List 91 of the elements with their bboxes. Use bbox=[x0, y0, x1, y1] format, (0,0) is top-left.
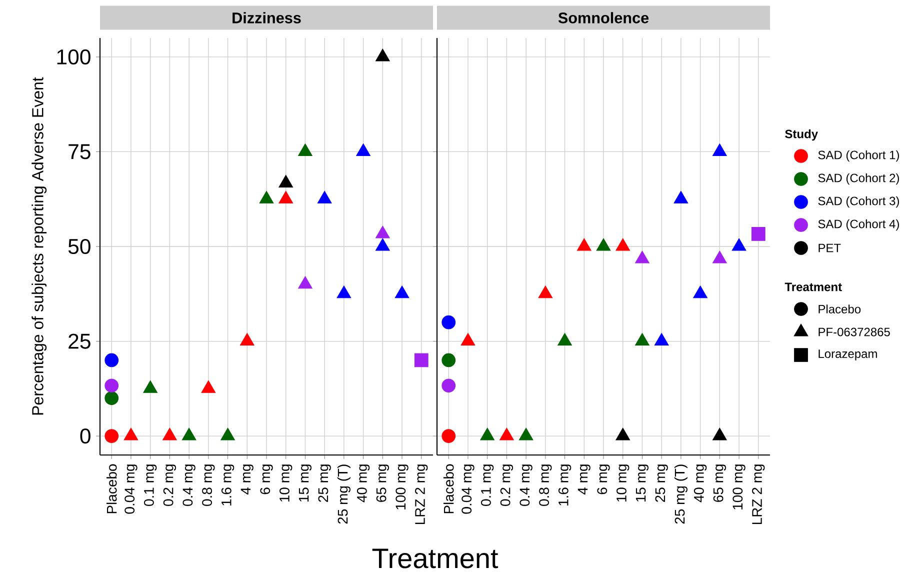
point bbox=[732, 238, 746, 251]
x-tick-label: 100 mg bbox=[732, 464, 746, 510]
point bbox=[616, 428, 630, 440]
x-tick-label: 25 mg bbox=[318, 464, 331, 502]
point bbox=[278, 174, 294, 188]
point bbox=[712, 428, 727, 440]
point bbox=[576, 238, 592, 251]
x-tick-label: 0.4 mg bbox=[182, 464, 196, 506]
x-tick-label: 0.4 mg bbox=[520, 464, 532, 506]
x-tick-label: 100 mg bbox=[396, 464, 408, 510]
x-tick-label: 15 mg bbox=[298, 464, 312, 502]
x-tick-label: 10 mg bbox=[280, 464, 292, 502]
point bbox=[375, 238, 390, 251]
point bbox=[596, 238, 611, 251]
x-tick-label: 1.6 mg bbox=[558, 464, 572, 506]
y-axis-title: Percentage of subjects reporting Adverse Event bbox=[32, 77, 47, 415]
chart-title: Somnolence bbox=[558, 12, 649, 24]
legend-label: SAD (Cohort 1) bbox=[818, 150, 899, 162]
x-tick-label: Placebo bbox=[106, 464, 117, 514]
point bbox=[635, 333, 650, 346]
point bbox=[712, 143, 727, 156]
x-tick-label: 6 mg bbox=[597, 464, 610, 494]
x-tick-label: 0.8 mg bbox=[539, 464, 552, 506]
y-tick-label: 25 bbox=[68, 334, 90, 349]
legend-label: SAD (Cohort 2) bbox=[818, 173, 899, 185]
x-tick-label: 65 mg bbox=[713, 464, 726, 502]
x-tick-label: 25 mg (T) bbox=[337, 464, 350, 524]
category-label: Placebo bbox=[818, 304, 861, 314]
point bbox=[616, 238, 630, 251]
x-tick-label: 0.2 mg bbox=[163, 464, 176, 506]
point bbox=[375, 48, 390, 62]
point bbox=[336, 286, 352, 298]
x-tick-label: 25 mg bbox=[655, 464, 668, 502]
point bbox=[538, 286, 553, 298]
x-tick-label: 25 mg (T) bbox=[674, 464, 688, 524]
point bbox=[298, 276, 312, 289]
legend-title: Treatment bbox=[784, 282, 842, 292]
x-tick-label: 0.8 mg bbox=[202, 464, 215, 506]
legend-label: SAD (Cohort 3) bbox=[818, 196, 899, 208]
point bbox=[712, 250, 727, 264]
point bbox=[162, 428, 177, 440]
point bbox=[693, 286, 708, 298]
x-tick-label: 4 mg bbox=[578, 464, 590, 495]
category-label: Lorazepam bbox=[818, 350, 877, 360]
point bbox=[375, 226, 390, 238]
x-tick-label: 4 mg bbox=[240, 464, 254, 495]
y-tick-label: 100 bbox=[57, 49, 90, 65]
point bbox=[500, 428, 514, 440]
point bbox=[635, 250, 650, 264]
x-tick-label: 1.6 mg bbox=[221, 464, 234, 506]
chart-title: Dizziness bbox=[232, 12, 301, 24]
point bbox=[674, 190, 688, 204]
x-tick-label: LRZ 2 mg bbox=[752, 464, 765, 524]
x-tick-label: 0.04 mg bbox=[462, 464, 474, 514]
point bbox=[278, 190, 294, 204]
point bbox=[356, 143, 370, 156]
x-axis-title: Treatment bbox=[372, 548, 498, 568]
point bbox=[394, 286, 410, 298]
x-tick-label: 0.04 mg bbox=[124, 464, 138, 514]
point bbox=[182, 428, 196, 440]
point bbox=[317, 190, 332, 204]
point bbox=[124, 428, 138, 440]
x-tick-label: 15 mg bbox=[636, 464, 648, 502]
x-tick-label: 0.1 mg bbox=[481, 464, 494, 506]
point bbox=[480, 428, 495, 440]
legend-label: PET bbox=[818, 244, 841, 252]
point bbox=[298, 143, 312, 156]
point bbox=[201, 380, 216, 393]
x-tick-label: 6 mg bbox=[260, 464, 273, 494]
point bbox=[143, 380, 158, 393]
legend-title: Study bbox=[785, 129, 818, 141]
legend-label: SAD (Cohort 4) bbox=[818, 219, 899, 231]
point bbox=[259, 190, 274, 204]
point bbox=[518, 428, 534, 440]
point bbox=[558, 333, 572, 346]
point bbox=[654, 333, 669, 346]
y-tick-label: 50 bbox=[68, 238, 90, 254]
x-tick-label: LRZ 2 mg bbox=[415, 464, 428, 524]
x-tick-label: 10 mg bbox=[616, 464, 630, 502]
point bbox=[220, 428, 235, 440]
x-tick-label: 0.1 mg bbox=[144, 464, 157, 506]
point bbox=[460, 333, 476, 346]
point bbox=[240, 333, 254, 346]
x-tick-label: 40 mg bbox=[356, 464, 370, 502]
x-tick-label: 0.2 mg bbox=[500, 464, 514, 506]
x-tick-label: 40 mg bbox=[694, 464, 707, 502]
category-label: PF-06372865 bbox=[818, 328, 890, 336]
x-tick-label: 65 mg bbox=[376, 464, 390, 502]
x-tick-label: Placebo bbox=[443, 464, 454, 514]
y-tick-label: 75 bbox=[68, 144, 90, 160]
y-tick-label: 0 bbox=[80, 428, 90, 444]
